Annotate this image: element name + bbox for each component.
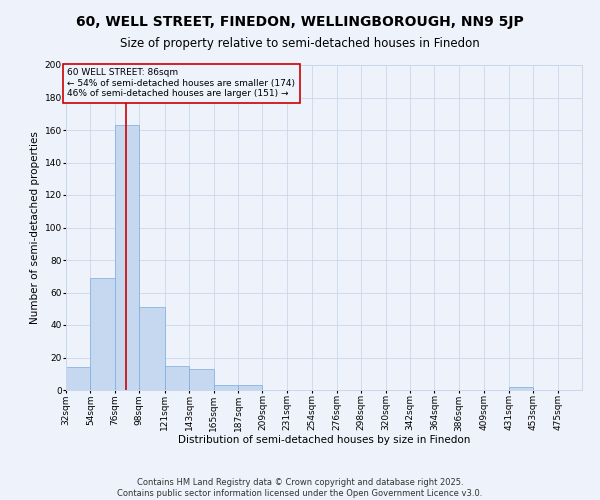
Text: 60 WELL STREET: 86sqm
← 54% of semi-detached houses are smaller (174)
46% of sem: 60 WELL STREET: 86sqm ← 54% of semi-deta…: [67, 68, 295, 98]
Text: 60, WELL STREET, FINEDON, WELLINGBOROUGH, NN9 5JP: 60, WELL STREET, FINEDON, WELLINGBOROUGH…: [76, 15, 524, 29]
Bar: [214, 385, 238, 390]
Bar: [238, 385, 262, 390]
Bar: [91, 278, 115, 390]
Bar: [189, 369, 214, 390]
Bar: [66, 367, 91, 390]
Bar: [115, 125, 139, 390]
X-axis label: Distribution of semi-detached houses by size in Finedon: Distribution of semi-detached houses by …: [178, 434, 470, 444]
Bar: [165, 366, 189, 390]
Text: Contains HM Land Registry data © Crown copyright and database right 2025.
Contai: Contains HM Land Registry data © Crown c…: [118, 478, 482, 498]
Bar: [139, 307, 165, 390]
Bar: [509, 387, 533, 390]
Text: Size of property relative to semi-detached houses in Finedon: Size of property relative to semi-detach…: [120, 38, 480, 51]
Y-axis label: Number of semi-detached properties: Number of semi-detached properties: [31, 131, 40, 324]
